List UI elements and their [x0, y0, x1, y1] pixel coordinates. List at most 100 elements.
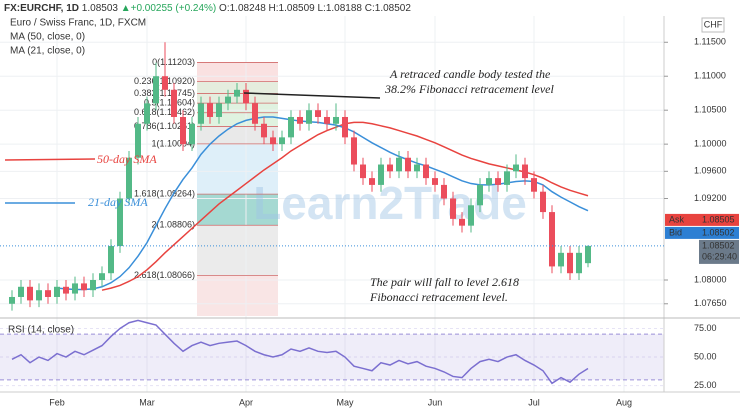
y-tick-label: 1.11500 [694, 37, 726, 47]
candle-body [342, 116, 348, 138]
candle-body [486, 178, 492, 185]
price-tag-value: 1.08502 [702, 227, 735, 237]
candle-body [441, 184, 447, 199]
candle-body [18, 286, 24, 297]
y-tick-label: 1.08000 [694, 274, 727, 284]
candle-body [351, 137, 357, 165]
price-tag [665, 226, 699, 239]
candle-body [315, 110, 321, 117]
candle-body [405, 157, 411, 172]
candle-body [243, 89, 249, 104]
price-tag [665, 213, 699, 226]
fib-label: 1.618(1.09264) [134, 189, 195, 199]
candle-body [162, 76, 168, 90]
rsi-band [0, 334, 664, 380]
candle-body [54, 286, 60, 297]
fib-zone [197, 62, 278, 82]
annotation: A retraced candle body tested the [389, 67, 551, 81]
last-price-tag [699, 239, 739, 264]
price-tag-label: Bid [669, 227, 682, 237]
legend-entry: MA (50, close, 0) [10, 32, 85, 43]
header: FX:EURCHF, 1D 1.08503 ▲+0.00255 (+0.24%)… [4, 3, 411, 14]
candle-body [261, 123, 267, 138]
candle-body [189, 123, 195, 145]
candle-body [387, 164, 393, 172]
candle-body [99, 273, 105, 280]
candle-body [45, 290, 51, 297]
y-tick-label: 50.00 [694, 351, 717, 361]
y-tick-label: 1.09200 [694, 193, 727, 203]
axis-group: 1.11500 1.11000 1.10500 1.10000 1.09600 1.092… [0, 37, 739, 390]
candle-body [36, 290, 42, 301]
x-tick-label: Mar [139, 397, 155, 407]
annotation: 50-day SMA [97, 152, 157, 166]
candle-body [333, 116, 339, 124]
candle-body [459, 218, 465, 226]
candle-body [234, 89, 240, 97]
fib-label: 0(1.11203) [152, 57, 195, 67]
y-tick-label: 1.07650 [694, 298, 727, 308]
price-tag-label: Ask [669, 214, 685, 224]
currency-box [701, 17, 725, 33]
annotation: 38.2% Fibonacci retracement level [384, 82, 554, 96]
candle-body [549, 212, 555, 267]
header-symbol: FX:EURCHF, 1D [4, 3, 79, 14]
candle-body [531, 178, 537, 192]
candle-body [135, 123, 141, 158]
candle-body [360, 164, 366, 179]
candle-body [252, 103, 258, 124]
y-tick-label: 25.00 [694, 380, 717, 390]
fib-zone [197, 103, 278, 113]
x-tick-label: Jul [528, 397, 540, 407]
candle-body [522, 164, 528, 179]
plot-group: 0(1.11203)0.236(1.10920)0.382(1.10745)0.… [0, 42, 664, 385]
fib-label: 0.786(1.10261) [134, 121, 195, 131]
candle-body [63, 286, 69, 294]
candle-body [369, 178, 375, 185]
candle-body [558, 252, 564, 267]
header-close: C:1.08502 [365, 3, 412, 14]
candle-body [117, 198, 123, 247]
candle-body [180, 116, 186, 145]
candle-body [288, 116, 294, 138]
annotation: The pair will fall to level 2.618 [370, 275, 519, 289]
annotation: 21-day SMA [88, 195, 148, 209]
fib-zone [197, 275, 278, 316]
candle-body [270, 137, 276, 145]
candle-body [513, 164, 519, 172]
candle-body [198, 103, 204, 124]
candle-body [324, 116, 330, 124]
candle-body [126, 157, 132, 199]
x-tick-label: May [336, 397, 354, 407]
price-tag [699, 213, 739, 226]
fib-zone [197, 194, 278, 226]
price-tag [699, 226, 739, 239]
price-tag-value: 1.08505 [702, 214, 735, 224]
header-price: 1.08503 [82, 3, 119, 14]
candle-body [378, 164, 384, 185]
legend-entry: MA (21, close, 0) [10, 46, 85, 57]
candle-body [90, 280, 96, 291]
fib-label: 0.618(1.10462) [134, 107, 195, 117]
header-open: O:1.08248 [219, 3, 266, 14]
candle-body [585, 245, 591, 264]
candle-body [225, 96, 231, 104]
y-tick-label: 1.10500 [694, 105, 727, 115]
header-low: L:1.08188 [317, 3, 362, 14]
candle-body [414, 164, 420, 172]
candle-body [468, 205, 474, 226]
candle-body [540, 191, 546, 213]
y-tick-label: 1.11000 [694, 71, 726, 81]
annotation-arrow [243, 92, 381, 99]
candle-body [306, 110, 312, 124]
fib-label: 2(1.08806) [151, 220, 195, 230]
fib-zone [197, 126, 278, 144]
annotation-line [4, 158, 96, 161]
fib-label: 1(1.10004) [151, 138, 195, 148]
candle-body [297, 116, 303, 124]
candle-body [9, 296, 15, 304]
x-tick-label: Feb [49, 397, 65, 407]
